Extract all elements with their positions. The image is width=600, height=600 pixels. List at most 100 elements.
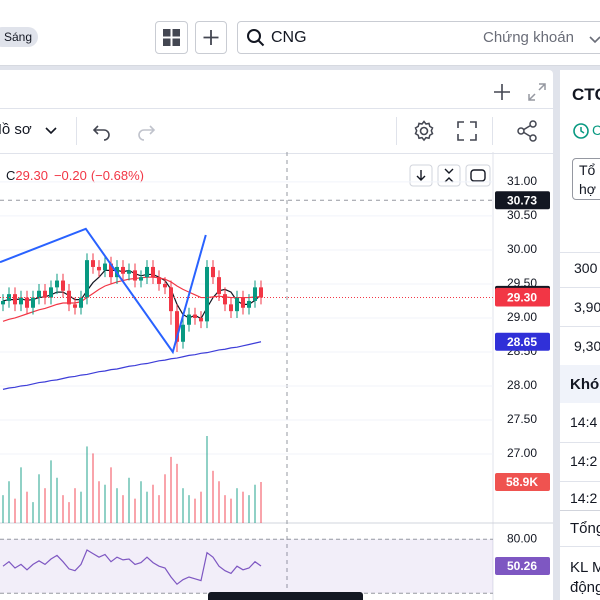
volume-bar: [152, 484, 154, 523]
volume-bar: [26, 491, 28, 523]
total-label: Tổng: [570, 520, 600, 537]
chevron: [589, 36, 600, 44]
axis-tag-label: 58.9K: [506, 475, 538, 489]
volume-bar: [188, 495, 190, 523]
moving-average: [2, 276, 261, 322]
candle-body: [55, 280, 59, 288]
candle-body: [241, 297, 245, 308]
candle-body: [133, 270, 137, 281]
market-select[interactable]: Chứng khoán: [483, 29, 574, 46]
grid-icon: [163, 29, 180, 46]
undo-icon[interactable]: [92, 121, 112, 141]
candle-body: [1, 300, 5, 305]
share-icon[interactable]: [515, 119, 539, 143]
collapse-button[interactable]: [437, 164, 461, 187]
candle-body: [97, 266, 101, 271]
candle-body: [151, 266, 155, 278]
volume-bar: [2, 495, 4, 523]
volume-bar: [212, 470, 214, 523]
volume-bar: [104, 484, 106, 523]
volume-bar: [110, 467, 112, 523]
candle-body: [79, 297, 83, 308]
rsi-band: [0, 539, 493, 594]
axis-tag: [495, 473, 550, 492]
axis-tag: [495, 556, 550, 575]
volume-bar: [116, 488, 118, 523]
expand-icon[interactable]: [526, 81, 548, 103]
footer-line: KL M: [570, 559, 600, 576]
symbol: CTC: [572, 85, 600, 104]
redo-icon[interactable]: [136, 121, 156, 141]
volume-bar: [92, 453, 94, 523]
volume-bar: [80, 491, 82, 523]
search-icon: [247, 29, 265, 47]
y-tick-label: 30.00: [507, 242, 537, 256]
volume-bar: [254, 484, 256, 523]
volume-bar: [56, 477, 58, 523]
candle-body: [163, 283, 167, 288]
candle-body: [139, 277, 143, 281]
candle-body: [259, 287, 263, 298]
divider: [560, 252, 600, 253]
divider: [560, 546, 600, 547]
moving-average: [2, 341, 262, 390]
select-line: hợ: [579, 181, 596, 197]
candle-body: [169, 287, 173, 312]
rsi-tick-label: 80.00: [507, 531, 537, 545]
candle-body: [235, 297, 239, 312]
theme-toggle[interactable]: Sáng: [0, 27, 38, 47]
candle-body: [229, 304, 233, 312]
volume-bar: [164, 474, 166, 523]
axis-tag: [495, 288, 550, 307]
divider: [560, 287, 600, 288]
candle-body: [121, 266, 125, 274]
section-title: Khó: [570, 376, 600, 393]
chart-panel: Hồ sơ: [0, 70, 553, 600]
select-line: Tổ: [579, 162, 596, 178]
fullscreen-icon[interactable]: [456, 120, 478, 142]
layout-label[interactable]: Hồ sơ: [0, 121, 32, 138]
volume-bar: [224, 495, 226, 523]
volume-bar: [14, 498, 16, 523]
y-tick-label: 28.00: [507, 378, 537, 392]
candle-body: [187, 314, 191, 325]
add-button[interactable]: [195, 21, 227, 54]
volume-bar: [68, 502, 70, 523]
volume-bar: [170, 456, 172, 523]
footer-line: động: [570, 579, 600, 596]
divider: [560, 510, 600, 511]
candle-body: [109, 263, 113, 278]
volume-bar: [176, 463, 178, 523]
legend: C29.30 −0.20 (−0.68%): [6, 168, 144, 183]
legend-label: C: [6, 168, 15, 183]
separator: [492, 117, 493, 145]
search-text: CNG: [271, 29, 307, 46]
volume-bar: [62, 495, 64, 523]
candle-body: [175, 311, 179, 342]
tooltip-edge: [208, 592, 363, 600]
time: 14:2: [570, 490, 598, 506]
candle-body: [247, 300, 251, 308]
separator: [76, 117, 77, 145]
chevron: [45, 127, 57, 135]
candle-body: [85, 260, 89, 298]
search-box[interactable]: CNG Chứng khoán: [237, 21, 600, 54]
add-icon[interactable]: [492, 82, 512, 102]
volume-bar: [32, 502, 34, 523]
volume-bar: [74, 488, 76, 523]
volume-bar: [38, 474, 40, 523]
maximize-button[interactable]: [465, 164, 491, 187]
pane-buttons: [409, 164, 491, 187]
volume-bar: [194, 498, 196, 523]
layout-button[interactable]: [155, 21, 188, 54]
axis-tag: [495, 191, 550, 210]
candle-body: [253, 287, 257, 301]
volume-bar: [128, 477, 130, 523]
select[interactable]: Tổ hợ: [572, 158, 600, 200]
legend-change-pct: (−0.68%): [91, 168, 144, 183]
y-tick-label: 29.00: [507, 310, 537, 324]
axis-tag-label: 50.26: [507, 559, 537, 573]
volume-bar: [260, 482, 262, 523]
settings-icon[interactable]: [412, 119, 436, 143]
status: C: [592, 122, 600, 138]
